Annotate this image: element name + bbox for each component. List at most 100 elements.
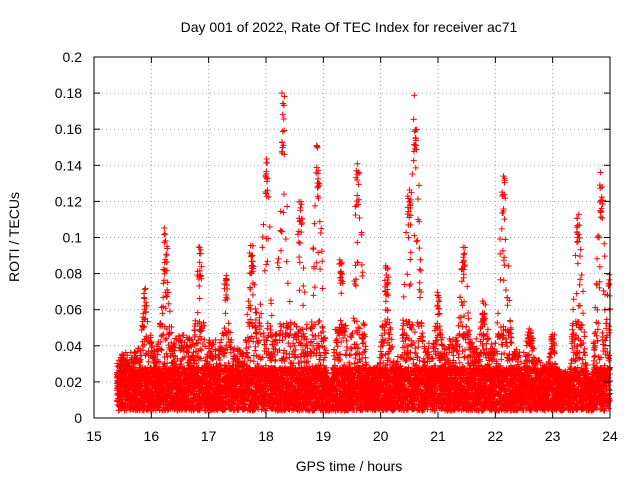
data-point [156,359,163,366]
data-point [320,357,327,364]
data-point [291,354,298,361]
data-point [163,335,170,342]
data-point [275,264,282,271]
data-point [347,352,354,359]
data-point [140,324,147,331]
data-point [249,291,256,298]
data-point [311,220,318,227]
data-point [337,317,344,324]
data-point [318,225,325,232]
data-point [143,335,150,342]
data-point [164,286,171,293]
data-point [267,326,274,333]
data-point [159,310,166,317]
data-point [164,279,171,286]
data-point [194,309,201,316]
data-point [222,310,229,317]
chart-title: Day 001 of 2022, Rate Of TEC Index for r… [181,19,518,35]
data-point [242,345,249,352]
data-point [296,287,303,294]
data-point [300,265,307,272]
data-point [190,349,197,356]
data-point [268,312,275,319]
data-point [166,330,173,337]
data-point [296,259,303,266]
data-point [147,332,154,339]
data-point [159,332,166,339]
data-point [343,337,350,344]
data-point [198,347,205,354]
data-point [177,347,184,354]
data-points [113,90,613,414]
data-point [157,338,164,345]
data-point [163,267,170,274]
data-point [130,364,137,371]
data-point [136,359,143,366]
data-point [180,332,187,339]
data-point [286,298,293,305]
data-point [166,308,173,315]
data-point [161,270,168,277]
data-point [250,358,257,365]
data-point [244,349,251,356]
data-point [160,294,167,301]
data-point [162,305,169,312]
data-point [244,311,251,318]
data-point [260,221,267,228]
data-point [158,346,165,353]
data-point [311,202,318,209]
data-point [277,208,284,215]
data-point [164,353,171,360]
data-point [266,223,273,230]
data-point [137,356,144,363]
data-point [311,284,318,291]
data-point [281,127,288,134]
data-point [346,351,353,358]
data-point [180,344,187,351]
data-point [282,236,289,243]
data-point [196,295,203,302]
data-point [132,360,139,367]
data-point [171,341,178,348]
data-point [123,407,130,414]
data-point [300,302,307,309]
data-point [354,345,361,352]
data-point [296,239,303,246]
data-point [161,277,168,284]
data-point [178,361,185,368]
data-point [300,282,307,289]
data-point [172,335,179,342]
data-point [191,357,198,364]
data-point [359,269,366,276]
data-point [319,258,326,265]
data-point [259,244,266,251]
data-point [296,254,303,261]
data-point [334,343,341,350]
data-point [184,395,191,402]
data-point [261,267,268,274]
data-point [171,347,178,354]
data-point [361,321,368,328]
data-point [163,350,170,357]
data-point [141,316,148,323]
data-point [316,218,323,225]
data-point [301,289,308,296]
data-point [277,320,284,327]
data-point [316,317,323,324]
data-point [181,354,188,361]
data-point [142,315,149,322]
data-point [189,373,196,380]
data-point [275,255,282,262]
data-point [315,332,322,339]
data-point [162,387,169,394]
data-point [277,247,284,254]
data-point [188,344,195,351]
data-point [165,300,172,307]
data-point [319,285,326,292]
data-point [354,239,361,246]
data-point [359,340,366,347]
data-point [356,215,363,222]
data-point [163,293,170,300]
data-point [175,332,182,339]
